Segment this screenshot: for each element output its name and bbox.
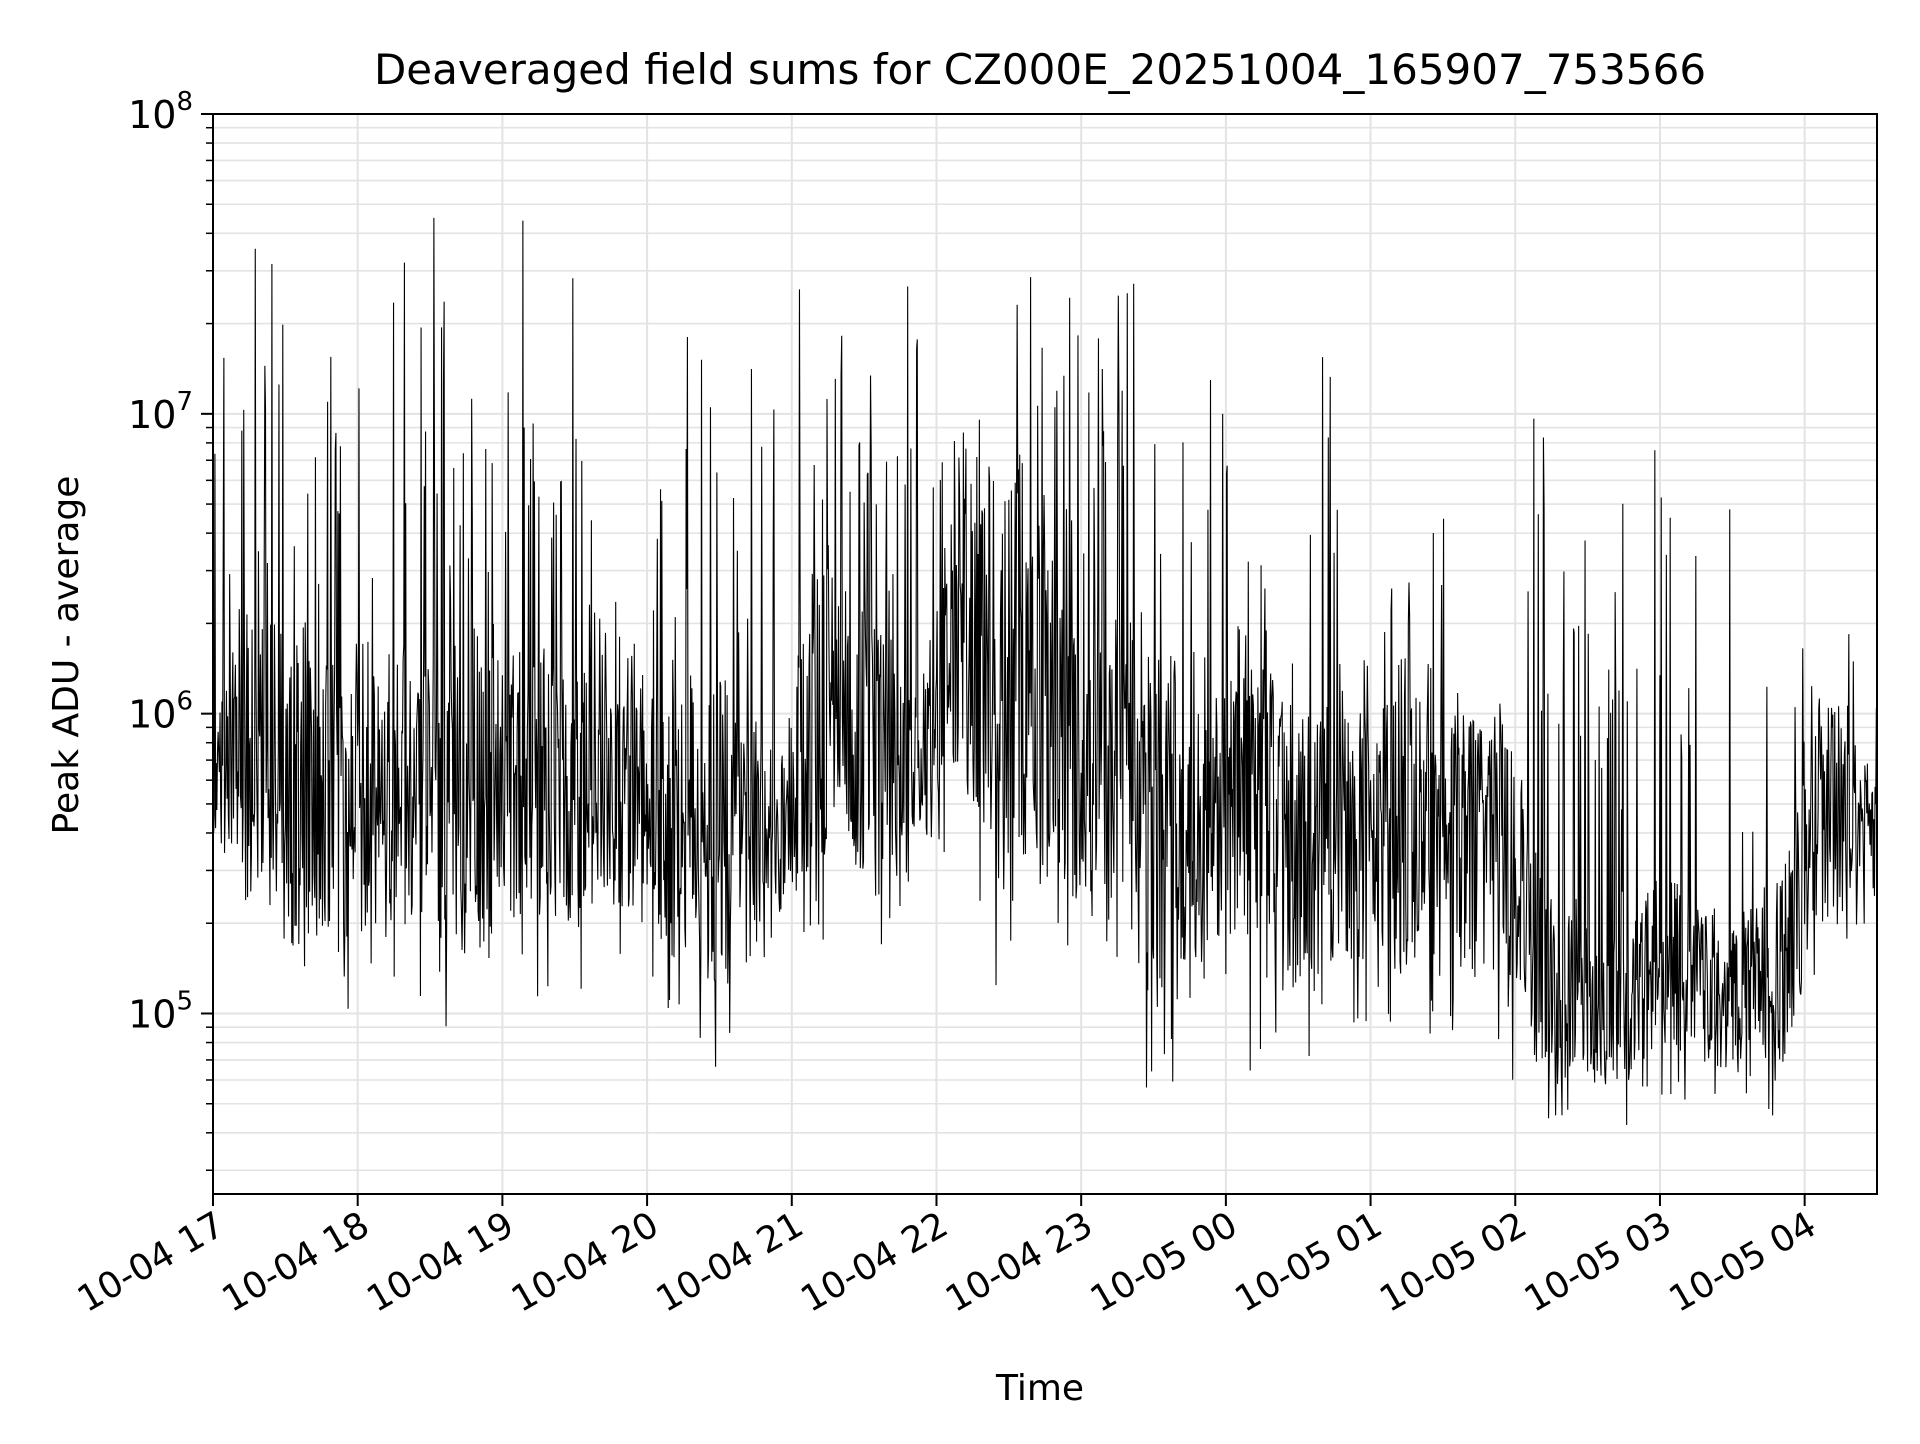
y-axis-label: Peak ADU - average bbox=[46, 476, 87, 835]
y-tick-label-exponent: 8 bbox=[176, 87, 193, 117]
chart-title: Deaveraged field sums for CZ000E_2025100… bbox=[374, 45, 1706, 94]
y-tick-label: 107 bbox=[128, 387, 193, 437]
series-line bbox=[212, 217, 1878, 1126]
y-tick-label-base: 10 bbox=[128, 393, 176, 437]
y-tick-label: 106 bbox=[128, 687, 193, 737]
plot-frame bbox=[212, 113, 1878, 1195]
y-tick-label-base: 10 bbox=[128, 93, 176, 137]
y-tick-label: 105 bbox=[128, 986, 193, 1036]
series-layer bbox=[212, 217, 1878, 1126]
y-tick-label: 108 bbox=[128, 87, 193, 137]
y-tick-label-exponent: 7 bbox=[176, 387, 193, 417]
x-axis-label: Time bbox=[995, 1368, 1084, 1409]
y-tick-label-exponent: 5 bbox=[176, 986, 193, 1016]
y-tick-label-base: 10 bbox=[128, 992, 176, 1036]
y-tick-label-base: 10 bbox=[128, 693, 176, 737]
y-tick-label-exponent: 6 bbox=[176, 687, 193, 717]
